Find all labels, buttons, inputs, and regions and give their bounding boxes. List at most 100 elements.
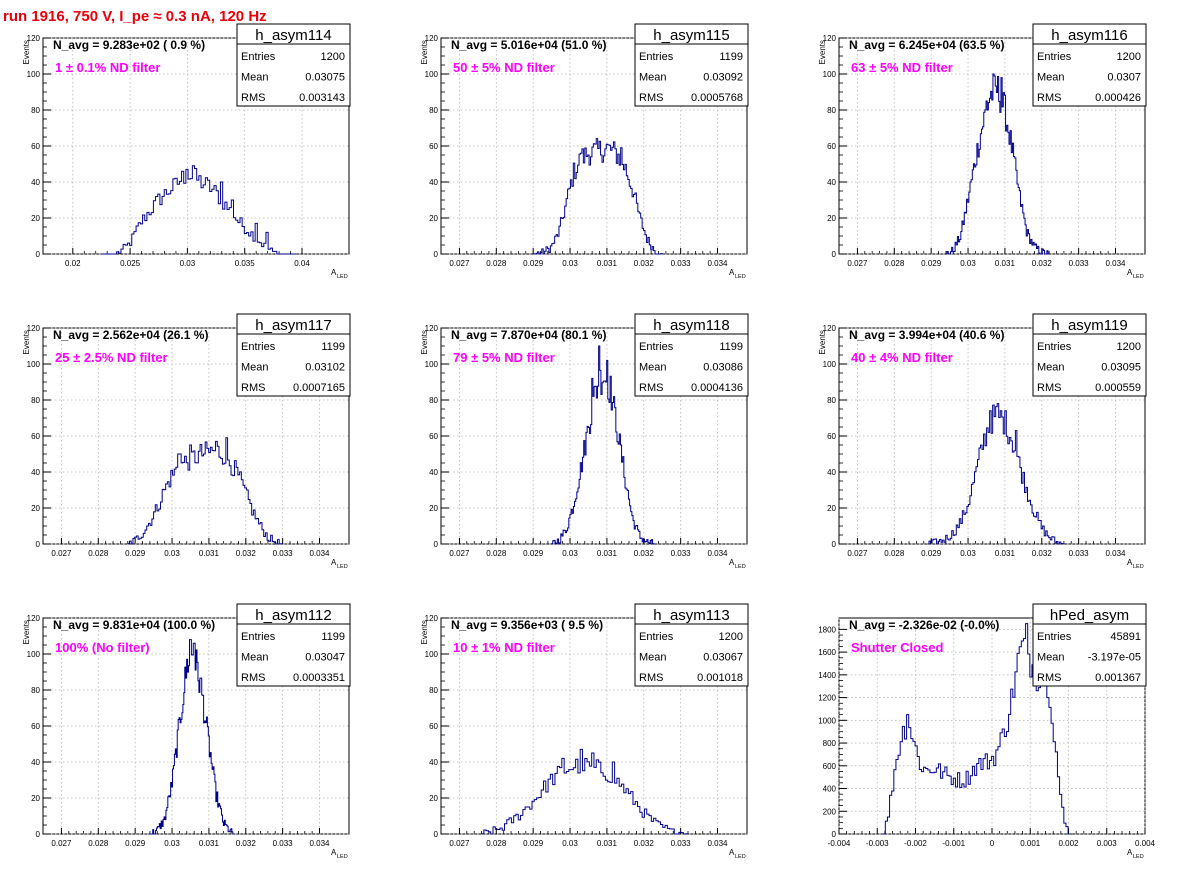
x-tick-label: 0.031 [995,259,1016,268]
histogram-name: h_asym116 [1051,27,1127,44]
histogram-panel-h_asym114: 0.02 0.025 0.03 0.035 0.04 0 20 40 60 80 100 120Eve… [22,23,351,280]
y-tick-label: 100 [425,360,439,369]
y-tick-label: 120 [27,614,41,623]
x-axis-label: A [331,268,337,277]
y-tick-label: 100 [425,650,439,659]
x-axis-label-subscript: LED [1133,854,1144,860]
x-tick-label: 0.029 [125,839,146,848]
x-tick-label: 0.031 [597,839,618,848]
y-tick-label: 60 [429,142,438,151]
x-tick-label: 0.027 [847,259,868,268]
stats-key: Mean [639,652,667,664]
stats-value: 0.03095 [1101,362,1141,374]
x-tick-label: 0.04 [294,259,310,268]
x-tick-label: -0.002 [904,839,927,848]
y-tick-label: 600 [823,762,837,771]
x-tick-label: 0.028 [884,549,905,558]
y-tick-label: 0 [36,830,41,839]
navg-label: N_avg = 2.562e+04 (26.1 %) [53,328,208,342]
histogram-name: h_asym118 [653,317,729,334]
x-tick-label: -0.003 [866,839,889,848]
filter-label: 50 ± 5% ND filter [453,60,555,75]
x-tick-label: 0.03 [164,839,180,848]
y-tick-label: 40 [429,758,438,767]
histogram-name: h_asym119 [1051,317,1127,334]
filter-label: 25 ± 2.5% ND filter [55,350,168,365]
y-tick-label: 0 [36,250,41,259]
y-tick-label: 80 [31,396,40,405]
x-tick-label: 0.027 [51,549,72,558]
x-tick-label: 0.033 [671,549,692,558]
stats-value: 0.0003351 [293,672,345,684]
stats-key: RMS [639,672,663,684]
x-tick-label: 0.03 [960,549,976,558]
x-tick-label: 0.029 [921,259,942,268]
x-axis-label-subscript: LED [1133,274,1144,280]
x-axis-label: A [729,558,735,567]
stats-value: 0.0005768 [691,92,743,104]
x-tick-label: 0.031 [597,259,618,268]
x-axis-label: A [331,558,337,567]
x-tick-label: 0.028 [884,259,905,268]
histogram-panel-h_asym118: 0.027 0.028 0.029 0.03 0.031 0.032 0.033 0.034 0… [420,313,749,570]
histogram-series [101,165,297,255]
stats-box [236,313,351,397]
x-tick-label: 0.027 [449,259,470,268]
y-tick-label: 60 [31,142,40,151]
y-tick-label: 120 [823,324,837,333]
navg-label: N_avg = 6.245e+04 (63.5 %) [849,38,1004,52]
x-tick-label: 0.034 [707,259,728,268]
y-tick-label: 40 [429,178,438,187]
navg-label: N_avg = -2.326e-02 (-0.0%) [849,618,999,632]
y-tick-label: 80 [429,106,438,115]
filter-label: 79 ± 5% ND filter [453,350,555,365]
histogram-name: hPed_asym [1050,607,1129,624]
histogram-series [149,639,235,835]
navg-label: N_avg = 5.016e+04 (51.0 %) [451,38,606,52]
x-tick-label: 0.031 [199,839,220,848]
y-tick-label: 60 [31,432,40,441]
x-axis-label: A [729,268,735,277]
y-tick-label: 80 [31,686,40,695]
stats-value: 0.03075 [305,72,345,84]
stats-value: 0.03086 [703,362,743,374]
x-axis-label-subscript: LED [337,854,348,860]
y-tick-label: 1000 [818,716,836,725]
x-tick-label: 0.028 [486,259,507,268]
x-tick-label: 0.032 [1032,549,1053,558]
y-axis-label: Events [22,330,31,354]
stats-box [236,23,351,107]
stats-value: 0.0007165 [293,382,345,394]
histogram-name: h_asym114 [255,27,331,44]
y-tick-label: 40 [31,758,40,767]
stats-key: Entries [241,341,276,353]
y-tick-label: 40 [827,468,836,477]
stats-key: Entries [1037,51,1072,63]
navg-label: N_avg = 9.831e+04 (100.0 %) [53,618,215,632]
x-tick-label: 0.032 [1032,259,1053,268]
x-tick-label: 0.032 [634,549,655,558]
stats-key: Mean [639,362,667,374]
x-tick-label: 0.033 [671,259,692,268]
y-tick-label: 80 [31,106,40,115]
y-tick-label: 0 [36,540,41,549]
x-axis-label-subscript: LED [735,274,746,280]
stats-value: 0.000426 [1095,92,1141,104]
x-tick-label: 0.032 [236,549,257,558]
stats-value: 0.03092 [703,72,743,84]
x-tick-label: 0.034 [1105,259,1126,268]
y-tick-label: 0 [832,250,837,259]
stats-value: 0.0004136 [691,382,743,394]
histogram-name: h_asym115 [653,27,729,44]
stats-box [1032,603,1147,687]
histogram-panel-h_asym119: 0.027 0.028 0.029 0.03 0.031 0.032 0.033 0.034 0… [818,313,1147,570]
x-tick-label: 0.033 [273,839,294,848]
y-axis-label: Events [420,620,429,644]
stats-key: RMS [241,92,265,104]
y-tick-label: 20 [31,504,40,513]
y-axis-label: Events [420,330,429,354]
x-tick-label: 0.031 [199,549,220,558]
y-tick-label: 80 [429,686,438,695]
filter-label: 1 ± 0.1% ND filter [55,60,160,75]
